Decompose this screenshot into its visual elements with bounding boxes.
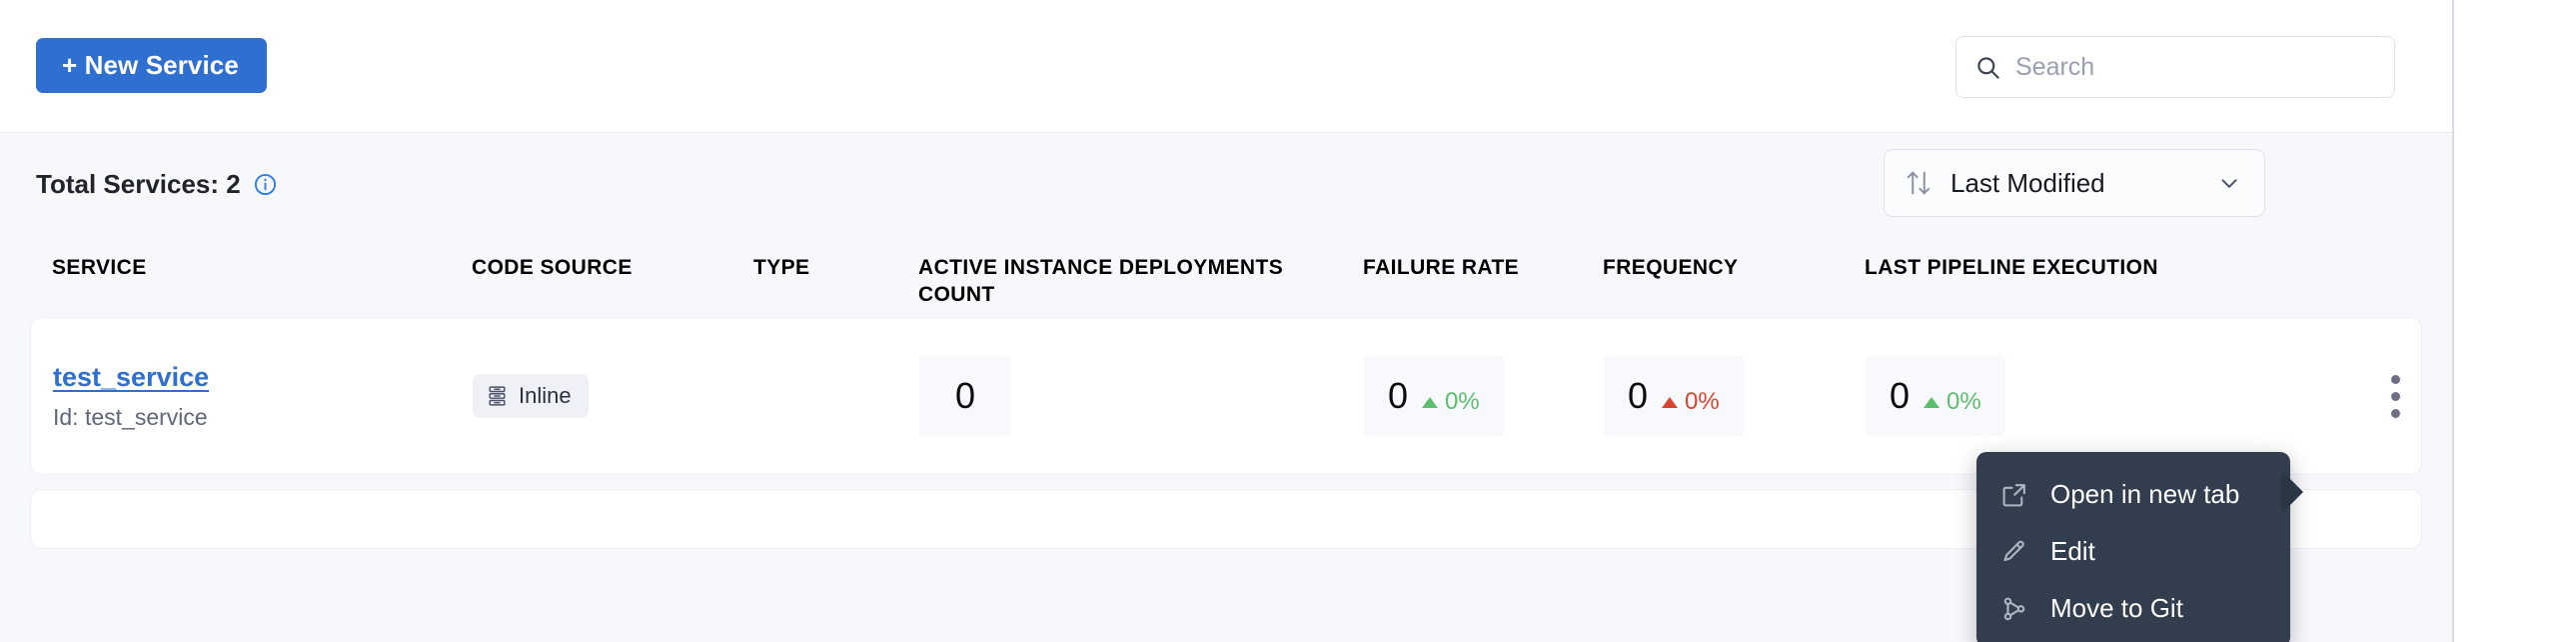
search-box[interactable] bbox=[1955, 36, 2395, 98]
cell-frequency: 0 0% bbox=[1604, 355, 1866, 437]
menu-item-label: Edit bbox=[2050, 536, 2095, 566]
sort-arrows-icon bbox=[1905, 168, 1932, 198]
kebab-menu-icon[interactable] bbox=[2375, 374, 2415, 418]
search-icon bbox=[1974, 54, 2001, 81]
cell-code-source: Inline bbox=[473, 374, 754, 418]
column-header-code-source: CODE SOURCE bbox=[472, 256, 633, 279]
sort-selected-value: Last Modified bbox=[1950, 167, 2105, 198]
info-circle-icon[interactable] bbox=[253, 172, 278, 197]
column-header-frequency: FREQUENCY bbox=[1603, 256, 1739, 279]
pencil-icon bbox=[2000, 538, 2028, 566]
search-input[interactable] bbox=[2015, 52, 2376, 82]
menu-item-label: Move to Git bbox=[2050, 593, 2183, 623]
active-count-tile: 0 bbox=[919, 356, 1012, 436]
cell-actions bbox=[2295, 374, 2415, 418]
column-header-service: SERVICE bbox=[52, 256, 147, 279]
column-header-type: TYPE bbox=[753, 256, 810, 279]
table-header-row: SERVICE CODE SOURCE TYPE ACTIVE INSTANCE… bbox=[30, 233, 2422, 317]
failure-rate-delta: 0% bbox=[1422, 390, 1480, 414]
content-column: + New Service Total Services: 2 bbox=[0, 0, 2454, 642]
menu-item-label: Open in new tab bbox=[2050, 479, 2240, 509]
cell-active-instance-deployments-count: 0 bbox=[919, 356, 1364, 436]
service-name-link[interactable]: test_service bbox=[53, 361, 210, 392]
chevron-down-icon[interactable] bbox=[2216, 170, 2242, 196]
column-header-failure-rate: FAILURE RATE bbox=[1363, 256, 1520, 279]
service-id-label: Id: test_service bbox=[53, 403, 208, 430]
frequency-delta-value: 0% bbox=[1685, 388, 1720, 416]
external-link-icon bbox=[2000, 481, 2028, 509]
frequency-delta: 0% bbox=[1662, 390, 1720, 414]
stack-icon bbox=[487, 385, 508, 408]
total-services: Total Services: 2 bbox=[36, 169, 278, 200]
last-pipeline-tile: 0 0% bbox=[1866, 355, 2005, 437]
sort-dropdown[interactable]: Last Modified bbox=[1884, 149, 2265, 217]
frequency-value: 0 bbox=[1628, 374, 1649, 416]
triangle-up-red-icon bbox=[1662, 396, 1679, 408]
last-pipeline-value: 0 bbox=[1890, 374, 1911, 416]
menu-item-move-to-git[interactable]: Move to Git bbox=[1976, 580, 2290, 637]
services-table: SERVICE CODE SOURCE TYPE ACTIVE INSTANCE… bbox=[0, 233, 2452, 549]
cell-last-pipeline-execution: 0 0% bbox=[1866, 355, 2295, 437]
cell-failure-rate: 0 0% bbox=[1364, 355, 1604, 437]
frequency-tile: 0 0% bbox=[1604, 355, 1744, 437]
failure-rate-value: 0 bbox=[1388, 374, 1409, 416]
failure-rate-tile: 0 0% bbox=[1364, 355, 1504, 437]
row-context-menu[interactable]: Open in new tab Edit bbox=[1976, 452, 2290, 642]
new-service-button[interactable]: + New Service bbox=[36, 38, 267, 93]
triangle-up-icon bbox=[1924, 396, 1940, 408]
git-branch-icon bbox=[2000, 595, 2028, 623]
summary-bar: Total Services: 2 bbox=[0, 133, 2452, 233]
last-pipeline-delta-value: 0% bbox=[1946, 388, 1981, 416]
toolbar-left: + New Service bbox=[36, 38, 267, 93]
code-source-chip: Inline bbox=[473, 374, 589, 418]
active-count-value: 0 bbox=[955, 375, 976, 416]
column-header-active-instance-deployments-count: ACTIVE INSTANCE DEPLOYMENTS COUNT bbox=[918, 256, 1284, 306]
table-row[interactable]: test_service Id: test_service bbox=[30, 317, 2422, 475]
code-source-label: Inline bbox=[519, 383, 572, 408]
column-header-last-pipeline-execution: LAST PIPELINE EXECUTION bbox=[1865, 256, 2158, 279]
last-pipeline-delta: 0% bbox=[1924, 390, 1981, 414]
menu-item-edit[interactable]: Edit bbox=[1976, 523, 2290, 580]
failure-rate-delta-value: 0% bbox=[1445, 388, 1480, 416]
page-toolbar: + New Service bbox=[0, 0, 2452, 133]
triangle-up-icon bbox=[1422, 396, 1439, 408]
menu-item-open-in-new-tab[interactable]: Open in new tab bbox=[1976, 466, 2290, 523]
total-services-label: Total Services: 2 bbox=[36, 169, 241, 199]
cell-service: test_service Id: test_service bbox=[53, 362, 473, 431]
context-menu-pointer bbox=[2281, 470, 2303, 514]
